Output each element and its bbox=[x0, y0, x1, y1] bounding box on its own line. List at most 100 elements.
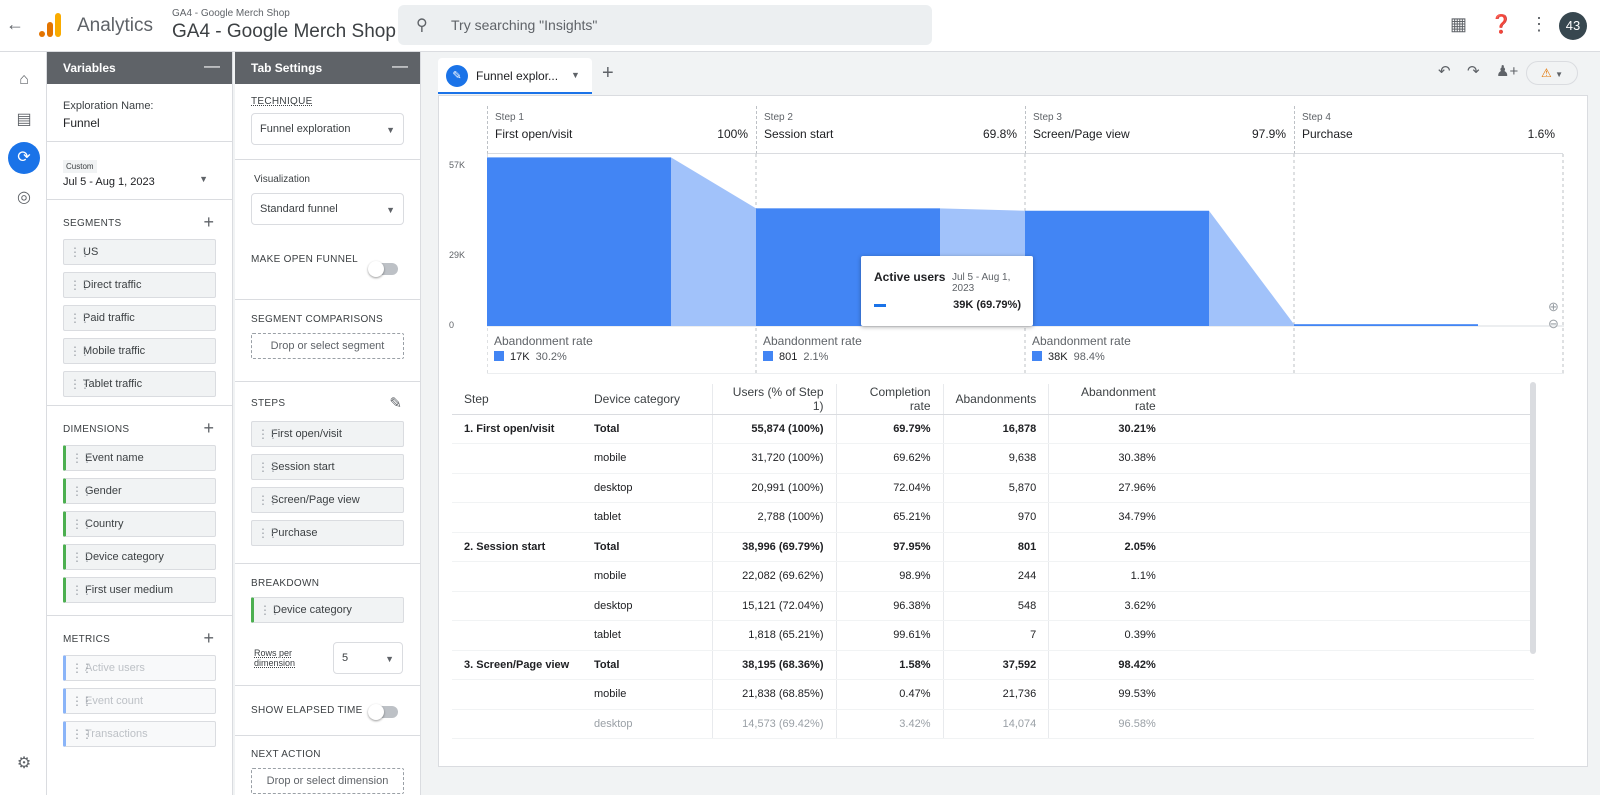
share-users-icon[interactable]: ♟+ bbox=[1496, 63, 1519, 80]
drag-handle-icon[interactable]: ⋮⋮ bbox=[71, 484, 93, 498]
minimize-icon[interactable]: — bbox=[204, 58, 220, 75]
abandonment-label: Abandonment rate bbox=[763, 334, 862, 348]
reports-icon[interactable]: ▤ bbox=[16, 111, 32, 128]
avatar[interactable]: 43 bbox=[1559, 12, 1587, 40]
cell-users: 22,082 (69.62%) bbox=[711, 561, 836, 592]
warning-menu-button[interactable]: ⚠ ▼ bbox=[1526, 61, 1578, 85]
home-icon[interactable]: ⌂ bbox=[19, 71, 29, 88]
search-bar[interactable]: ⚲ Try searching "Insights" bbox=[398, 5, 932, 45]
drag-handle-icon[interactable]: ⋮⋮ bbox=[71, 550, 93, 564]
add-segment-icon[interactable]: + bbox=[203, 212, 214, 232]
drag-handle-icon[interactable]: ⋮⋮ bbox=[71, 583, 93, 597]
exploration-name-label: Exploration Name: bbox=[63, 100, 154, 112]
explore-icon[interactable]: ⟳ bbox=[8, 142, 40, 174]
dimensions-section: DIMENSIONS + ⋮⋮ Event name ⋮⋮ Gender ⋮⋮ Cou… bbox=[47, 406, 232, 616]
zoom-out-icon[interactable]: ⊖ bbox=[1548, 316, 1559, 331]
metric-chip[interactable]: ⋮⋮ Active users bbox=[63, 655, 216, 681]
step-label: Purchase bbox=[271, 527, 318, 539]
help-icon[interactable]: ❓ bbox=[1490, 14, 1513, 34]
drag-handle-icon[interactable]: ⋮⋮ bbox=[69, 278, 91, 292]
column-header[interactable]: Device category bbox=[582, 384, 712, 415]
edit-steps-pencil-icon[interactable]: ✎ bbox=[389, 395, 402, 412]
visualization-select[interactable]: Standard funnel ▼ bbox=[251, 193, 404, 225]
step-number: Step 2 bbox=[764, 112, 793, 123]
breakdown-chip[interactable]: ⋮⋮ Device category bbox=[251, 597, 404, 623]
funnel-bar bbox=[1294, 324, 1478, 326]
cell-users: 38,195 (68.36%) bbox=[711, 649, 836, 680]
column-header[interactable]: Abandonment rate bbox=[1048, 384, 1168, 415]
add-tab-icon[interactable]: + bbox=[602, 62, 614, 84]
more-vert-icon[interactable]: ⋮ bbox=[1530, 14, 1548, 34]
cell-abandonments: 970 bbox=[942, 502, 1049, 533]
cell-completion: 69.62% bbox=[835, 443, 943, 474]
advertising-icon[interactable]: ◎ bbox=[17, 189, 31, 206]
account-name[interactable]: GA4 - Google Merch Shop bbox=[172, 8, 290, 19]
cell-users: 31,720 (100%) bbox=[711, 443, 836, 474]
drag-handle-icon[interactable]: ⋮⋮ bbox=[71, 694, 93, 708]
segment-chip[interactable]: ⋮⋮ Tablet traffic bbox=[63, 371, 216, 397]
column-header[interactable]: Step bbox=[452, 384, 582, 415]
open-funnel-toggle[interactable] bbox=[368, 261, 398, 277]
dimension-chip[interactable]: ⋮⋮ Country bbox=[63, 511, 216, 537]
metric-chip[interactable]: ⋮⋮ Event count bbox=[63, 688, 216, 714]
drag-handle-icon[interactable]: ⋮⋮ bbox=[259, 603, 281, 617]
date-range[interactable]: Jul 5 - Aug 1, 2023 bbox=[63, 176, 155, 188]
cell-step bbox=[452, 502, 582, 533]
cell-abandonments: 14,074 bbox=[942, 709, 1049, 739]
abandonment-label: Abandonment rate bbox=[494, 334, 593, 348]
column-header[interactable]: Abandonments bbox=[942, 384, 1049, 415]
segment-drop-zone[interactable]: Drop or select segment bbox=[251, 333, 404, 359]
segment-label: Mobile traffic bbox=[83, 345, 146, 357]
dimension-chip[interactable]: ⋮⋮ Event name bbox=[63, 445, 216, 471]
drag-handle-icon[interactable]: ⋮⋮ bbox=[71, 451, 93, 465]
elapsed-time-toggle[interactable] bbox=[368, 704, 398, 720]
tab-funnel-exploration[interactable]: ✎ Funnel explor... ▼ bbox=[438, 58, 592, 94]
drag-handle-icon[interactable]: ⋮⋮ bbox=[71, 517, 93, 531]
settings-gear-icon[interactable]: ⚙ bbox=[16, 755, 32, 772]
visualization-value: Standard funnel bbox=[260, 203, 338, 215]
segment-chip[interactable]: ⋮⋮ US bbox=[63, 239, 216, 265]
drag-handle-icon[interactable]: ⋮⋮ bbox=[69, 377, 91, 391]
rows-per-dimension-select[interactable]: 5 ▼ bbox=[333, 642, 403, 674]
redo-icon[interactable]: ↷ bbox=[1467, 63, 1480, 80]
tab-menu-caret-icon[interactable]: ▼ bbox=[571, 70, 580, 80]
drag-handle-icon[interactable]: ⋮⋮ bbox=[69, 344, 91, 358]
table-scrollbar[interactable] bbox=[1530, 382, 1536, 654]
search-input[interactable]: Try searching "Insights" bbox=[451, 17, 598, 33]
technique-select[interactable]: Funnel exploration ▼ bbox=[251, 113, 404, 145]
zoom-in-icon[interactable]: ⊕ bbox=[1548, 299, 1559, 314]
breakdown-title: BREAKDOWN bbox=[251, 578, 320, 589]
dimension-chip[interactable]: ⋮⋮ Gender bbox=[63, 478, 216, 504]
dimension-label: Event name bbox=[85, 452, 144, 464]
segment-chip[interactable]: ⋮⋮ Paid traffic bbox=[63, 305, 216, 331]
back-arrow-icon[interactable]: ← bbox=[6, 14, 24, 34]
edit-pencil-icon[interactable]: ✎ bbox=[446, 65, 468, 87]
minimize-icon[interactable]: — bbox=[392, 58, 408, 75]
property-selector[interactable]: GA4 - Google Merch Shop bbox=[172, 21, 396, 42]
add-dimension-icon[interactable]: + bbox=[203, 418, 214, 438]
dimension-chip[interactable]: ⋮⋮ Device category bbox=[63, 544, 216, 570]
cell-users: 15,121 (72.04%) bbox=[711, 591, 836, 621]
drag-handle-icon[interactable]: ⋮⋮ bbox=[71, 727, 93, 741]
drag-handle-icon[interactable]: ⋮⋮ bbox=[69, 311, 91, 325]
column-header[interactable]: Users (% of Step 1) bbox=[711, 384, 836, 415]
dimension-chip[interactable]: ⋮⋮ First user medium bbox=[63, 577, 216, 603]
drag-handle-icon[interactable]: ⋮⋮ bbox=[71, 661, 93, 675]
segment-chip[interactable]: ⋮⋮ Direct traffic bbox=[63, 272, 216, 298]
exploration-name-input[interactable]: Funnel bbox=[63, 116, 100, 130]
segment-chip[interactable]: ⋮⋮ Mobile traffic bbox=[63, 338, 216, 364]
date-dropdown-icon[interactable]: ▼ bbox=[199, 174, 208, 184]
add-metric-icon[interactable]: + bbox=[203, 628, 214, 648]
drag-handle-icon[interactable]: ⋮⋮ bbox=[69, 245, 91, 259]
metric-chip[interactable]: ⋮⋮ Transactions bbox=[63, 721, 216, 747]
cell-abandonments: 801 bbox=[942, 531, 1049, 562]
cell-rate: 30.21% bbox=[1048, 414, 1168, 444]
next-action-drop-zone[interactable]: Drop or select dimension bbox=[251, 768, 404, 794]
step-title: Screen/Page view bbox=[1033, 127, 1130, 141]
cell-completion: 1.58% bbox=[835, 649, 943, 680]
date-range-picker[interactable]: Custom Jul 5 - Aug 1, 2023 ▼ bbox=[47, 142, 232, 200]
undo-icon[interactable]: ↶ bbox=[1438, 63, 1451, 80]
tab-settings-title: Tab Settings bbox=[251, 61, 323, 75]
apps-grid-icon[interactable]: ▦ bbox=[1450, 14, 1468, 34]
column-header[interactable]: Completion rate bbox=[835, 384, 943, 415]
